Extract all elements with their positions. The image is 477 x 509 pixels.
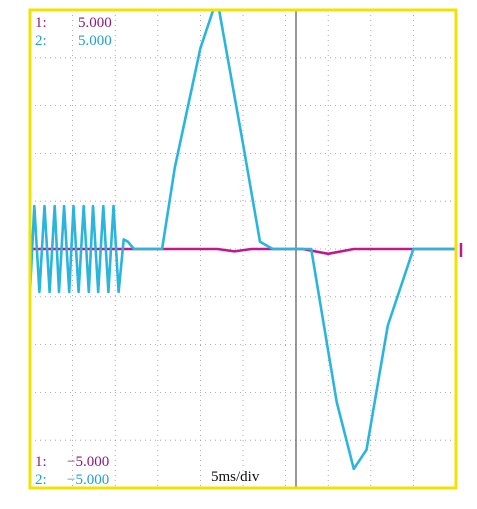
ch2-bottom-label: 2:: [35, 472, 47, 488]
channel-2-trace: [28, 8, 456, 471]
plot-frame: [28, 8, 458, 490]
ch1-top-value: 5.000: [78, 15, 112, 31]
ch2-top-value: 5.000: [78, 33, 112, 49]
ch1-bottom-value: −5.000: [67, 454, 109, 470]
ch1-top-label: 1:: [35, 15, 47, 31]
ch2-top-label: 2:: [35, 33, 47, 49]
ch2-bottom-value: −5.000: [67, 472, 109, 488]
timebase-label: 5ms/div: [211, 469, 260, 485]
ch1-bottom-label: 1:: [35, 454, 47, 470]
